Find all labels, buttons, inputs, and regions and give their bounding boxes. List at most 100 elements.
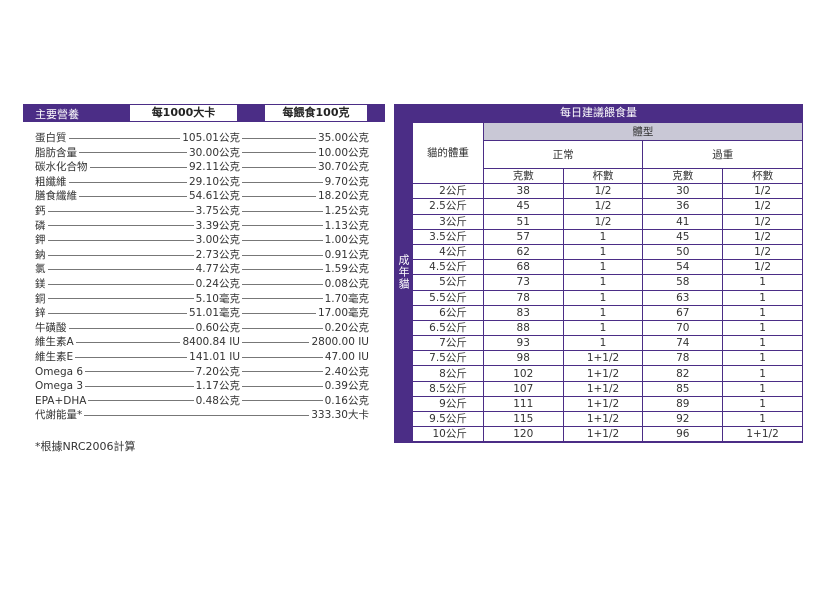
normal-cups: 1: [562, 304, 644, 321]
overweight-header: 過重: [642, 140, 803, 169]
feeding-row: 5公斤 73 1 58 1: [412, 274, 803, 291]
per-100g-value: 17.00毫克: [317, 307, 369, 320]
feeding-row: 9.5公斤 115 1+1/2 92 1: [412, 410, 803, 428]
per-1000kcal-value: 105.01公克: [182, 132, 240, 144]
normal-grams: 68: [482, 259, 564, 276]
leader-line: [47, 239, 194, 241]
cat-weight: 4.5公斤: [412, 259, 484, 276]
normal-grams: 83: [482, 304, 564, 321]
leader-line: [47, 283, 194, 285]
cat-weight: 5公斤: [412, 274, 484, 291]
overweight-cups: 1: [722, 319, 803, 337]
overweight-cups: 1: [722, 395, 803, 413]
normal-grams: 88: [482, 319, 564, 337]
per-100g-value: 333.30大卡: [311, 409, 369, 422]
per-1000kcal-value: 3.75公克: [195, 204, 240, 217]
cat-weight: 5.5公斤: [412, 289, 484, 306]
per-1000kcal-value: 3.00公克: [195, 234, 240, 247]
normal-grams: 45: [482, 198, 564, 215]
leader-line: [88, 400, 194, 402]
overweight-grams: 82: [642, 365, 724, 382]
feeding-row: 7.5公斤 98 1+1/2 78 1: [412, 350, 803, 367]
per-100g-value: 1.70毫克: [324, 292, 369, 305]
grams-header: 克數: [642, 167, 724, 185]
per-1000kcal-value: 5.10毫克: [195, 292, 240, 305]
overweight-grams: 85: [642, 380, 724, 397]
feeding-row: 4.5公斤 68 1 54 1/2: [412, 259, 803, 276]
nutrient-name: 碳水化合物: [35, 161, 88, 174]
per-1000kcal-value: 30.00公克: [188, 146, 240, 159]
nutrient-row: 粗纖維 29.10公克 9.70公克: [23, 175, 385, 190]
per-100g-value: 0.16公克: [324, 394, 369, 407]
leader-line: [89, 166, 187, 168]
per-100g-value: 0.91公克: [324, 248, 369, 261]
leader-line: [85, 371, 194, 373]
normal-grams: 93: [482, 335, 564, 352]
grams-header: 克數: [482, 167, 564, 185]
per-100g-value: 2.40公克: [324, 365, 369, 378]
per-100g-value: 1.25公克: [324, 204, 369, 217]
leader-line: [75, 342, 181, 344]
feeding-row: 5.5公斤 78 1 63 1: [412, 289, 803, 306]
leader-line: [47, 210, 194, 212]
feeding-row: 3.5公斤 57 1 45 1/2: [412, 228, 803, 245]
cups-header: 杯數: [722, 167, 803, 185]
leader-line: [242, 152, 316, 154]
feeding-row: 6.5公斤 88 1 70 1: [412, 319, 803, 337]
nutrient-name: Omega 3: [35, 380, 84, 393]
overweight-cups: 1: [722, 350, 803, 367]
per-100g-value: 0.08公克: [324, 277, 369, 290]
overweight-cups: 1: [722, 365, 803, 382]
nutrient-row: Omega 6 7.20公克 2.40公克: [23, 365, 385, 380]
normal-grams: 38: [482, 183, 564, 200]
overweight-cups: 1+1/2: [722, 426, 803, 443]
nutrient-row: 鈣 3.75公克 1.25公克: [23, 204, 385, 219]
nutrient-row: 維生素A 8400.84 IU 2800.00 IU: [23, 335, 385, 350]
per-100g-value: 1.13公克: [324, 219, 369, 232]
normal-cups: 1: [562, 243, 644, 261]
leader-line: [47, 298, 194, 300]
nutrition-rows: 蛋白質 105.01公克 35.00公克 脂肪含量 30.00公克 10.00公克 碳水化合…: [23, 131, 385, 423]
nutrient-name: Omega 6: [35, 365, 84, 378]
cat-weight: 8公斤: [412, 365, 484, 382]
nutrient-name: 膳食纖維: [35, 190, 77, 203]
nutrition-header: 主要營養 每1000大卡 每餵食100克: [23, 104, 385, 122]
nutrient-name: 維生素A: [35, 336, 74, 349]
leader-line: [242, 210, 323, 212]
overweight-grams: 50: [642, 243, 724, 261]
cat-weight: 2.5公斤: [412, 198, 484, 215]
nutrient-name: 鉀: [35, 234, 46, 247]
cat-weight: 7公斤: [412, 335, 484, 352]
leader-line: [242, 181, 323, 183]
overweight-grams: 89: [642, 395, 724, 413]
overweight-grams: 30: [642, 183, 724, 200]
normal-grams: 115: [482, 410, 564, 428]
leader-line: [68, 137, 181, 139]
normal-cups: 1+1/2: [562, 365, 644, 382]
cat-weight: 8.5公斤: [412, 380, 484, 397]
leader-line: [242, 400, 323, 402]
normal-grams: 102: [482, 365, 564, 382]
normal-cups: 1: [562, 228, 644, 245]
overweight-cups: 1: [722, 304, 803, 321]
overweight-cups: 1/2: [722, 183, 803, 200]
normal-grams: 57: [482, 228, 564, 245]
per-1000kcal-value: 7.20公克: [195, 365, 240, 378]
per-100g-value: 0.39公克: [324, 380, 369, 393]
header-per-100g: 每餵食100克: [265, 105, 367, 121]
nutrient-row: 維生素E 141.01 IU 47.00 IU: [23, 350, 385, 365]
per-100g-value: 0.20公克: [324, 321, 369, 334]
leader-line: [84, 415, 310, 417]
nutrition-table: 主要營養 每1000大卡 每餵食100克 蛋白質 105.01公克 35.00公克脂…: [23, 104, 385, 423]
nutrient-name: 銅: [35, 292, 46, 305]
normal-cups: 1: [562, 335, 644, 352]
feeding-row: 6公斤 83 1 67 1: [412, 304, 803, 321]
cat-weight: 4公斤: [412, 243, 484, 261]
cat-weight: 10公斤: [412, 426, 484, 443]
normal-cups: 1: [562, 274, 644, 291]
normal-grams: 73: [482, 274, 564, 291]
normal-grams: 98: [482, 350, 564, 367]
overweight-cups: 1: [722, 380, 803, 397]
leader-line: [47, 254, 194, 256]
overweight-grams: 96: [642, 426, 724, 443]
